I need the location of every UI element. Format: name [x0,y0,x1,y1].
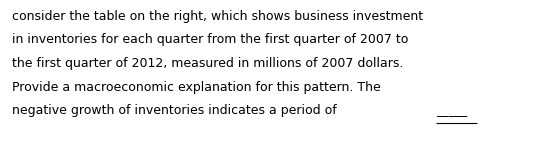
Text: Provide a macroeconomic explanation for this pattern. The: Provide a macroeconomic explanation for … [12,80,381,93]
Text: consider the table on the right, which shows business investment: consider the table on the right, which s… [12,10,423,23]
Text: _____: _____ [436,104,468,117]
Text: in inventories for each quarter from the first quarter of 2007 to: in inventories for each quarter from the… [12,33,408,46]
Text: the first quarter of 2012, measured in millions of 2007 dollars.: the first quarter of 2012, measured in m… [12,57,403,70]
Text: negative growth of inventories indicates a period of: negative growth of inventories indicates… [12,104,341,117]
